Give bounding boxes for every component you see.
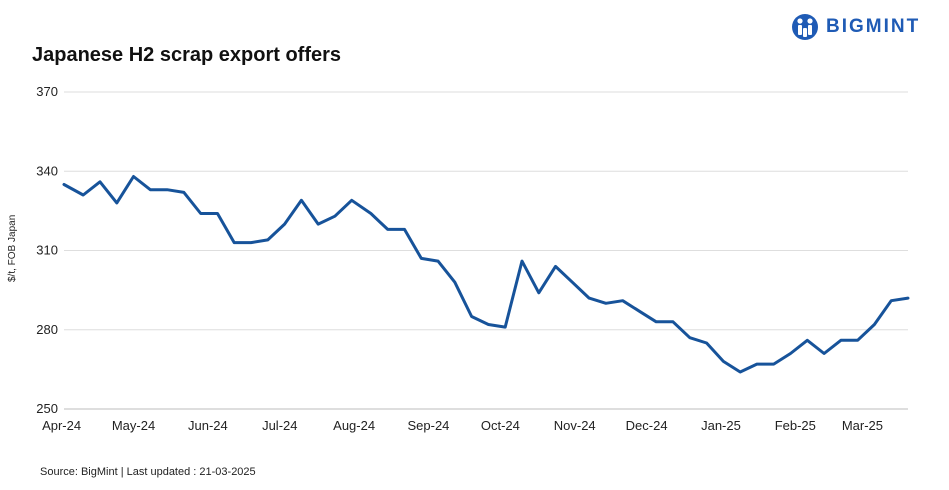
gridlines — [64, 91, 908, 410]
bigmint-logo-icon — [792, 14, 818, 40]
source-note: Source: BigMint | Last updated : 21-03-2… — [40, 466, 256, 478]
y-tick-label: 250 — [36, 401, 58, 416]
series-layer — [62, 175, 910, 374]
y-tick-label: 280 — [36, 322, 58, 337]
x-tick-label: Feb-25 — [775, 418, 816, 433]
x-tick-label: Sep-24 — [407, 418, 449, 433]
x-tick-label: Mar-25 — [842, 418, 883, 433]
x-tick-label: May-24 — [112, 418, 155, 433]
x-tick-label: Aug-24 — [333, 418, 375, 433]
x-tick-label: Jan-25 — [701, 418, 741, 433]
x-tick-label: Jun-24 — [188, 418, 228, 433]
x-tick-label: Nov-24 — [554, 418, 596, 433]
x-tick-label: Apr-24 — [42, 418, 81, 433]
x-tick-label: Jul-24 — [262, 418, 297, 433]
x-tick-label: Oct-24 — [481, 418, 520, 433]
y-tick-label: 310 — [36, 243, 58, 258]
x-axis-ticks: Apr-24 May-24 Jun-24 Jul-24 Aug-24 Sep-24 Oct-… — [42, 418, 883, 433]
chart-title: Japanese H2 scrap export offers — [32, 44, 342, 66]
y-axis-ticks: 250 280 310 340 370 — [36, 84, 58, 416]
x-tick-label: Dec-24 — [626, 418, 668, 433]
brand-name: BIGMINT — [826, 16, 921, 37]
y-tick-label: 340 — [36, 163, 58, 178]
series-line — [62, 175, 910, 374]
brand-logo: BIGMINT — [790, 12, 920, 42]
y-tick-label: 370 — [36, 84, 58, 99]
